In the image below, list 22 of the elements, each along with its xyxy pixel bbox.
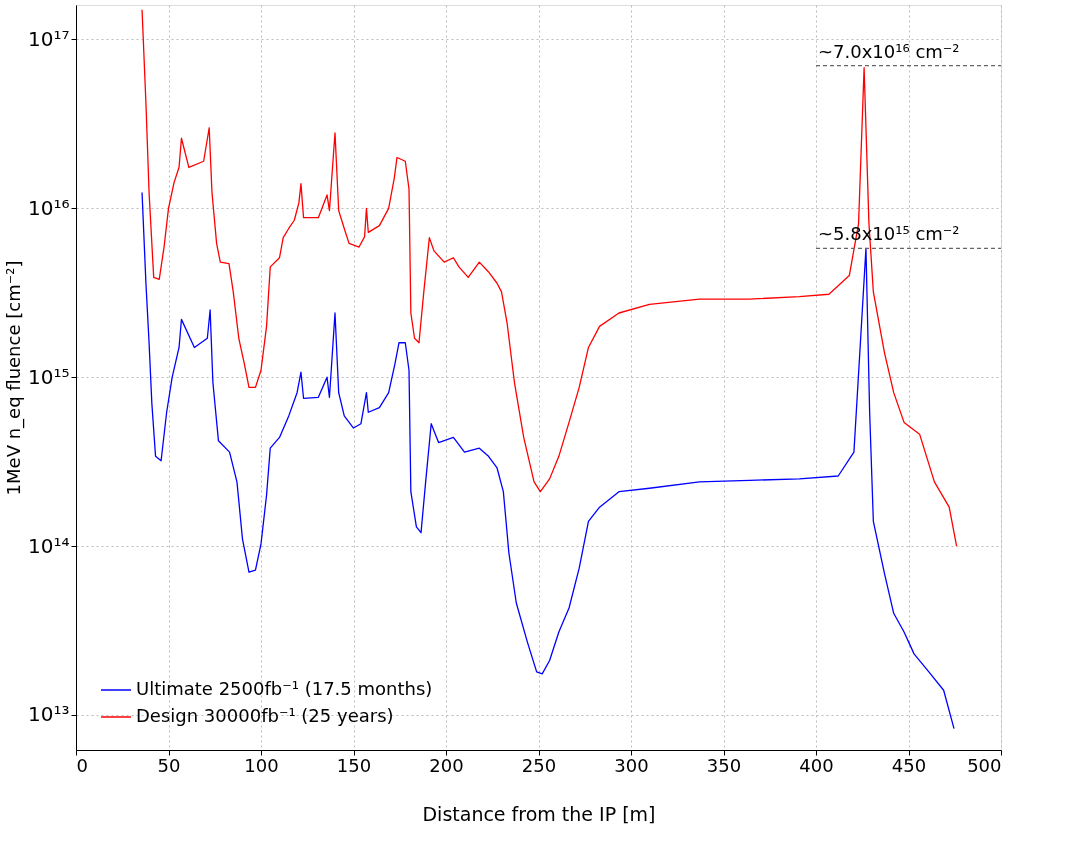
legend-label: Ultimate 2500fb⁻¹ (17.5 months) [136, 678, 433, 699]
line-series [141, 9, 958, 547]
ref-line-label: ~7.0x10¹⁶ cm⁻² [818, 40, 960, 62]
x-tick-label: 0 [76, 754, 88, 776]
x-tick-label: 100 [244, 754, 279, 776]
x-axis-title: Distance from the IP [m] [422, 802, 656, 825]
legend-label: Design 30000fb⁻¹ (25 years) [136, 705, 394, 726]
x-tick-label: 500 [967, 754, 1002, 776]
y-tick-label: 10¹⁵ [28, 364, 70, 389]
y-tick-label: 10¹⁷ [28, 26, 70, 51]
x-tick-label: 350 [706, 754, 742, 776]
y-axis-title: 1MeV n_eq fluence [cm⁻²] [3, 260, 26, 496]
x-tick-label: 50 [157, 754, 181, 776]
y-tick-label: 10¹³ [28, 702, 70, 727]
y-tick-label: 10¹⁴ [28, 533, 70, 558]
x-tick-label: 200 [429, 754, 464, 776]
x-tick-label: 250 [521, 754, 557, 776]
x-tick-label: 450 [891, 754, 927, 776]
x-tick-label: 400 [799, 754, 834, 776]
x-tick-label: 150 [336, 754, 372, 776]
y-tick-label: 10¹⁶ [28, 195, 70, 220]
x-tick-label: 300 [614, 754, 649, 776]
